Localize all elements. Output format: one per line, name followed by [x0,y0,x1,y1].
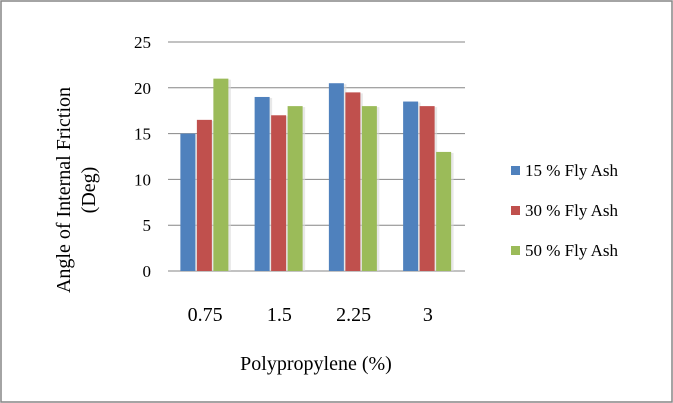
y-tick-label: 20 [134,79,151,98]
y-axis-title-line-1: Angle of Internal Friction [53,87,75,293]
y-tick-label: 5 [143,216,152,235]
legend-label: 30 % Fly Ash [525,201,619,220]
x-tick-labels: 0.75 1.5 2.25 3 [188,304,433,326]
x-tick-label: 1.5 [267,304,292,326]
x-axis-title: Polypropylene (%) [240,353,392,375]
bar-50-fly-ash-0.75 [213,78,229,271]
legend: 15 % Fly Ash 30 % Fly Ash 50 % Fly Ash [511,161,619,260]
y-tick-label: 25 [134,33,151,52]
bar-50-fly-ash-1.5 [287,106,303,272]
bar-30-fly-ash-3 [419,106,435,272]
bar-50-fly-ash-2.25 [361,106,377,272]
y-tick-label: 0 [143,262,152,281]
bars [180,78,454,272]
y-axis-title-line-2: (Deg) [78,167,100,214]
x-tick-label: 3 [423,304,433,326]
bar-15-fly-ash-1.5 [254,96,270,272]
bar-15-fly-ash-3 [403,101,419,271]
legend-label: 15 % Fly Ash [525,161,619,180]
bar-50-fly-ash-3 [436,151,452,271]
y-tick-label: 10 [134,170,151,189]
x-tick-label: 0.75 [188,304,223,326]
bar-30-fly-ash-2.25 [345,92,361,271]
legend-swatch [511,166,520,175]
bar-30-fly-ash-0.75 [196,119,212,271]
bar-15-fly-ash-0.75 [180,133,196,271]
legend-swatch [511,246,520,255]
bar-30-fly-ash-1.5 [271,115,287,271]
bar-15-fly-ash-2.25 [328,83,344,271]
legend-label: 50 % Fly Ash [525,241,619,260]
y-tick-label: 15 [134,125,151,144]
legend-swatch [511,206,520,215]
x-tick-label: 2.25 [336,304,371,326]
y-tick-labels: 0 5 10 15 20 25 [134,33,151,281]
